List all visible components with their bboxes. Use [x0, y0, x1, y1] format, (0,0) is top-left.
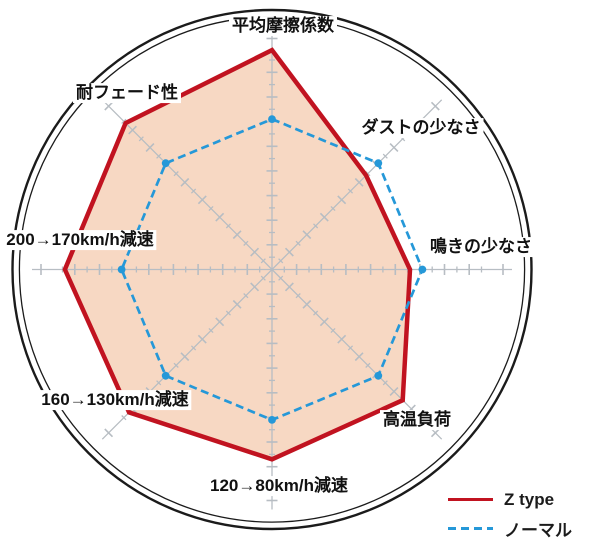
z-type-polygon — [62, 47, 413, 462]
chart-legend: Z type ノーマル — [448, 485, 572, 543]
axis-tick — [319, 317, 329, 327]
axis-tick — [104, 101, 114, 111]
axis-tick — [215, 317, 225, 327]
axis-tick — [302, 299, 312, 309]
axis-tick — [225, 223, 231, 229]
normal-vertex-dot — [161, 371, 170, 380]
axis-label-low-dust: ダストの少なさ — [358, 118, 484, 138]
axis-tick — [382, 153, 388, 159]
axis-tick — [215, 212, 225, 222]
legend-label-normal: ノーマル — [504, 521, 572, 540]
legend-item-z-type: Z type — [448, 485, 572, 514]
axis-label-160-130kmh-deceleration: 160→130km/h減速 — [38, 390, 192, 410]
axis-tick — [295, 240, 301, 246]
legend-label-z-type: Z type — [504, 489, 555, 509]
axis-tick — [190, 188, 197, 194]
axis-tick — [190, 345, 197, 351]
axis-tick — [284, 282, 294, 292]
axis-tick — [430, 428, 440, 438]
axis-tick — [128, 125, 137, 135]
axis-tick — [197, 334, 207, 344]
axis-tick — [354, 177, 364, 187]
axis-tick — [389, 143, 399, 152]
normal-vertex-dot — [268, 416, 276, 424]
axis-tick — [156, 380, 162, 386]
axis-tick — [354, 352, 364, 362]
axis-tick — [121, 118, 127, 124]
axis-tick — [278, 275, 284, 281]
axis-tick — [156, 153, 162, 159]
axis-tick — [243, 293, 249, 299]
normal-vertex-dot — [374, 371, 383, 380]
axis-label-low-squeal: 鳴きの少なさ — [427, 237, 535, 257]
z-type-area-fill — [64, 50, 411, 460]
axis-tick — [232, 299, 242, 309]
axis-label-200-170kmh-deceleration: 200→170km/h減速 — [3, 230, 157, 250]
axis-tick — [250, 282, 260, 292]
axis-tick — [232, 230, 242, 240]
axis-label-fade-resistance: 耐フェード性 — [73, 83, 181, 103]
normal-vertex-dot — [374, 159, 383, 168]
axis-tick — [260, 258, 266, 264]
axis-tick — [197, 195, 207, 205]
axis-tick — [250, 247, 260, 257]
axis-label-120-80kmh-deceleration: 120→80km/h減速 — [207, 476, 351, 496]
axis-tick — [382, 380, 388, 386]
axis-tick — [121, 415, 127, 421]
normal-vertex-dot — [161, 159, 170, 168]
axis-label-high-temp-load: 高温負荷 — [380, 410, 454, 430]
axis-tick — [389, 387, 399, 396]
normal-vertex-dot — [117, 265, 126, 274]
axis-tick — [173, 171, 179, 177]
axis-tick — [330, 205, 336, 212]
axis-tick — [243, 240, 249, 246]
outer-ring — [11, 8, 533, 531]
axis-tick — [319, 212, 329, 222]
axis-tick — [180, 352, 190, 362]
axis-tick — [278, 258, 284, 264]
z-type-solid-line-swatch — [448, 497, 493, 502]
axis-tick — [180, 177, 190, 187]
axis-tick — [313, 223, 319, 229]
axis-tick — [430, 101, 440, 111]
axis-spoke — [101, 99, 273, 270]
axis-tick — [295, 293, 301, 299]
axis-tick — [260, 275, 266, 281]
axis-tick — [208, 205, 214, 212]
axis-tick — [337, 334, 347, 344]
axis-tick — [138, 136, 144, 142]
axis-tick — [302, 230, 312, 240]
normal-vertex-dot — [268, 115, 276, 123]
axis-tick — [347, 345, 354, 351]
axis-tick — [347, 188, 354, 194]
axis-tick — [337, 195, 347, 205]
axis-tick — [225, 310, 231, 316]
axis-label-average-friction-coefficient: 平均摩擦係数 — [229, 16, 337, 36]
axis-tick — [330, 327, 336, 334]
axis-tick — [104, 428, 114, 438]
axis-tick — [365, 362, 371, 368]
legend-item-normal: ノーマル — [448, 514, 572, 543]
axis-tick — [284, 247, 294, 257]
axis-tick — [173, 362, 179, 368]
normal-dashed-line-swatch — [448, 527, 493, 530]
axis-tick — [145, 143, 155, 152]
axis-tick — [208, 327, 214, 334]
normal-vertex-dot — [418, 265, 427, 274]
axis-tick — [313, 310, 319, 316]
